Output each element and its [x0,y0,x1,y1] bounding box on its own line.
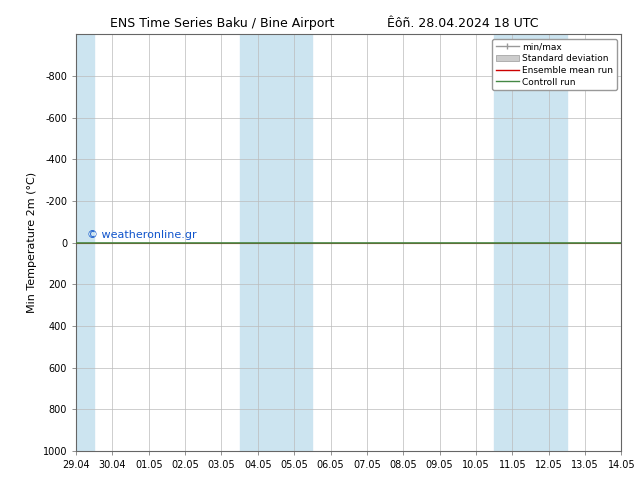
Text: ENS Time Series Baku / Bine Airport: ENS Time Series Baku / Bine Airport [110,17,334,30]
Text: © weatheronline.gr: © weatheronline.gr [87,230,197,241]
Legend: min/max, Standard deviation, Ensemble mean run, Controll run: min/max, Standard deviation, Ensemble me… [493,39,617,90]
Bar [58,34,94,451]
Bar [240,34,313,451]
Y-axis label: Min Temperature 2m (°C): Min Temperature 2m (°C) [27,172,37,313]
Bar [494,34,567,451]
Text: Êôñ. 28.04.2024 18 UTC: Êôñ. 28.04.2024 18 UTC [387,17,538,30]
